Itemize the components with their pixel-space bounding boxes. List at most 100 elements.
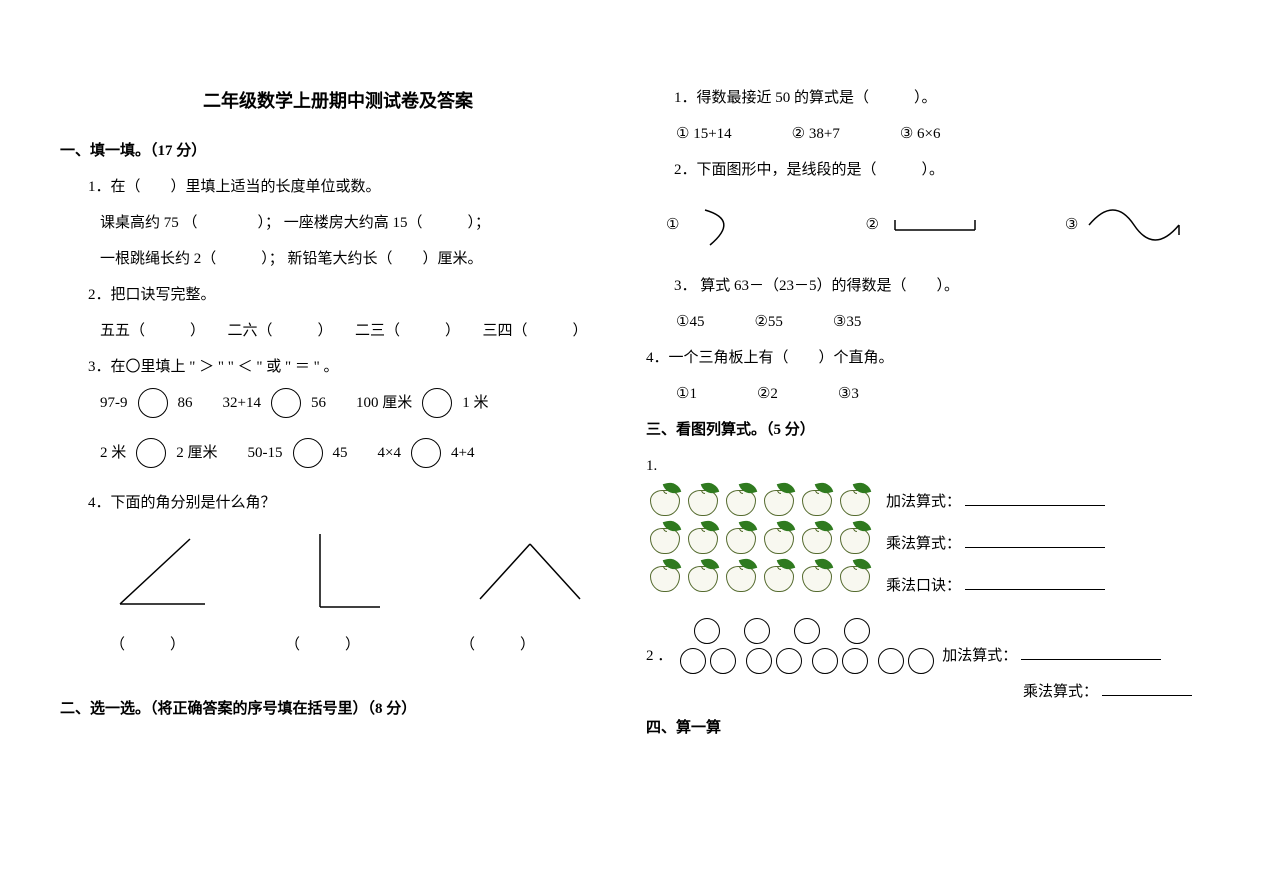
mul-text: 乘法算式： xyxy=(886,536,961,552)
q3-2: 2 ． xyxy=(646,638,672,674)
circle-blank-icon[interactable] xyxy=(271,388,301,418)
opt3-label: ③ xyxy=(1065,207,1078,243)
q1-1a: 课桌高约 75 （ ）； 一座楼房大约高 15（ ）； xyxy=(60,205,616,241)
circle-icon xyxy=(694,618,720,644)
q1-3: 3．在〇里填上 " ＞ " " ＜ " 或 " ＝ " 。 xyxy=(60,349,616,385)
cmp-5: 50-15 45 xyxy=(248,435,348,471)
circle-icon xyxy=(812,648,838,674)
blank-2[interactable]: （ ） xyxy=(285,627,360,663)
circle-blank-icon[interactable] xyxy=(136,438,166,468)
circle-icon xyxy=(746,648,772,674)
section-3-head: 三、看图列算式。（5 分） xyxy=(646,412,1202,448)
circle-icon xyxy=(908,648,934,674)
kou-label: 乘法口诀： xyxy=(886,568,1105,604)
circle-icon xyxy=(744,618,770,644)
add-text: 加法算式： xyxy=(886,494,961,510)
blank-line[interactable] xyxy=(1021,642,1161,660)
blank-line[interactable] xyxy=(965,572,1105,590)
left-column: 二年级数学上册期中测试卷及答案 一、填一填。（17 分） 1．在（ ）里填上适当… xyxy=(60,80,616,746)
circle-icon xyxy=(776,648,802,674)
cmp-3b: 1 米 xyxy=(462,385,488,421)
angle-right-icon xyxy=(290,529,410,619)
apple-icon xyxy=(722,484,760,518)
q2-4-o1: ①1 xyxy=(676,376,697,412)
q3-1-labels: 加法算式： 乘法算式： 乘法口诀： xyxy=(886,484,1105,604)
q2-1-o3: ③ 6×6 xyxy=(900,116,941,152)
section-2-head: 二、选一选。（将正确答案的序号填在括号里）（8 分） xyxy=(60,691,616,727)
circle-icon xyxy=(844,618,870,644)
circle-blank-icon[interactable] xyxy=(411,438,441,468)
q2-4-o3: ③3 xyxy=(838,376,859,412)
page: 二年级数学上册期中测试卷及答案 一、填一填。（17 分） 1．在（ ）里填上适当… xyxy=(60,80,1202,746)
apple-icon xyxy=(798,560,836,594)
q2-3-o2: ②55 xyxy=(754,304,782,340)
q2-3: 3． 算式 63－（23－5）的得数是（ ）。 xyxy=(646,268,1202,304)
blank-3[interactable]: （ ） xyxy=(460,627,535,663)
circle-blank-icon[interactable] xyxy=(138,388,168,418)
angle-answers: （ ） （ ） （ ） xyxy=(60,627,616,663)
q2-1-o2: ② 38+7 xyxy=(792,116,840,152)
add2-text: 加法算式： xyxy=(942,648,1017,664)
circle-icon xyxy=(710,648,736,674)
apple-icon xyxy=(722,522,760,556)
blank-line[interactable] xyxy=(1102,678,1192,696)
cmp-2: 32+14 56 xyxy=(223,385,326,421)
q3-1: 1. xyxy=(646,448,1202,484)
shape-opt-3: ③ xyxy=(1065,200,1184,250)
apple-icon xyxy=(646,560,684,594)
right-column: 1．得数最接近 50 的算式是（ ）。 ① 15+14 ② 38+7 ③ 6×6… xyxy=(646,80,1202,746)
shape-opt-2: ② xyxy=(865,200,984,250)
section-4-head: 四、算一算 xyxy=(646,710,1202,746)
cmp-5b: 45 xyxy=(333,435,348,471)
cmp-4: 2 米 2 厘米 xyxy=(100,435,218,471)
blank-1[interactable]: （ ） xyxy=(110,627,185,663)
kou-text: 乘法口诀： xyxy=(886,578,961,594)
q2-2-shapes: ① ② ③ xyxy=(646,200,1202,250)
cmp-2b: 56 xyxy=(311,385,326,421)
q2-1: 1．得数最接近 50 的算式是（ ）。 xyxy=(646,80,1202,116)
angle-obtuse-icon xyxy=(470,529,590,619)
q3-apples-block: 加法算式： 乘法算式： 乘法口诀： xyxy=(646,484,1202,604)
opt2-label: ② xyxy=(865,207,878,243)
add2-label: 加法算式： xyxy=(942,638,1161,674)
apple-icon xyxy=(798,484,836,518)
apple-icon xyxy=(646,484,684,518)
q1-3-row2: 2 米 2 厘米 50-15 45 4×4 4+4 xyxy=(60,435,616,471)
wave-icon xyxy=(1084,200,1184,250)
q2-4: 4．一个三角板上有（ ）个直角。 xyxy=(646,340,1202,376)
circle-blank-icon[interactable] xyxy=(293,438,323,468)
cmp-3: 100 厘米 1 米 xyxy=(356,385,489,421)
circles-group xyxy=(678,618,936,674)
segment-icon xyxy=(885,200,985,250)
q2-1-opts: ① 15+14 ② 38+7 ③ 6×6 xyxy=(646,116,1202,152)
apple-icon xyxy=(836,560,874,594)
mul2-row: 乘法算式： xyxy=(646,674,1202,710)
apple-grid xyxy=(646,484,874,594)
q1-1b: 一根跳绳长约 2（ ）； 新铅笔大约长（ ）厘米。 xyxy=(60,241,616,277)
section-1-head: 一、填一填。（17 分） xyxy=(60,133,616,169)
q1-4: 4．下面的角分别是什么角？ xyxy=(60,485,616,521)
page-title: 二年级数学上册期中测试卷及答案 xyxy=(60,80,616,123)
q1-2a: 五五（ ） 二六（ ） 二三（ ） 三四（ ） xyxy=(60,313,616,349)
angles-row xyxy=(60,529,616,619)
cmp-6a: 4×4 xyxy=(378,435,401,471)
apple-row xyxy=(646,484,874,518)
q3-2-row: 2 ． 加法算式： xyxy=(646,618,1202,674)
apple-icon xyxy=(760,522,798,556)
apple-icon xyxy=(836,522,874,556)
cmp-6: 4×4 4+4 xyxy=(378,435,475,471)
q2-3-o1: ①45 xyxy=(676,304,704,340)
apple-icon xyxy=(798,522,836,556)
mul-label: 乘法算式： xyxy=(886,526,1105,562)
q2-3-opts: ①45 ②55 ③35 xyxy=(646,304,1202,340)
cmp-5a: 50-15 xyxy=(248,435,283,471)
q1-1: 1．在（ ）里填上适当的长度单位或数。 xyxy=(60,169,616,205)
apple-icon xyxy=(684,560,722,594)
circle-blank-icon[interactable] xyxy=(422,388,452,418)
mul2-text: 乘法算式： xyxy=(1023,684,1098,700)
add-label: 加法算式： xyxy=(886,484,1105,520)
apple-icon xyxy=(760,484,798,518)
cmp-3a: 100 厘米 xyxy=(356,385,412,421)
blank-line[interactable] xyxy=(965,530,1105,548)
blank-line[interactable] xyxy=(965,488,1105,506)
